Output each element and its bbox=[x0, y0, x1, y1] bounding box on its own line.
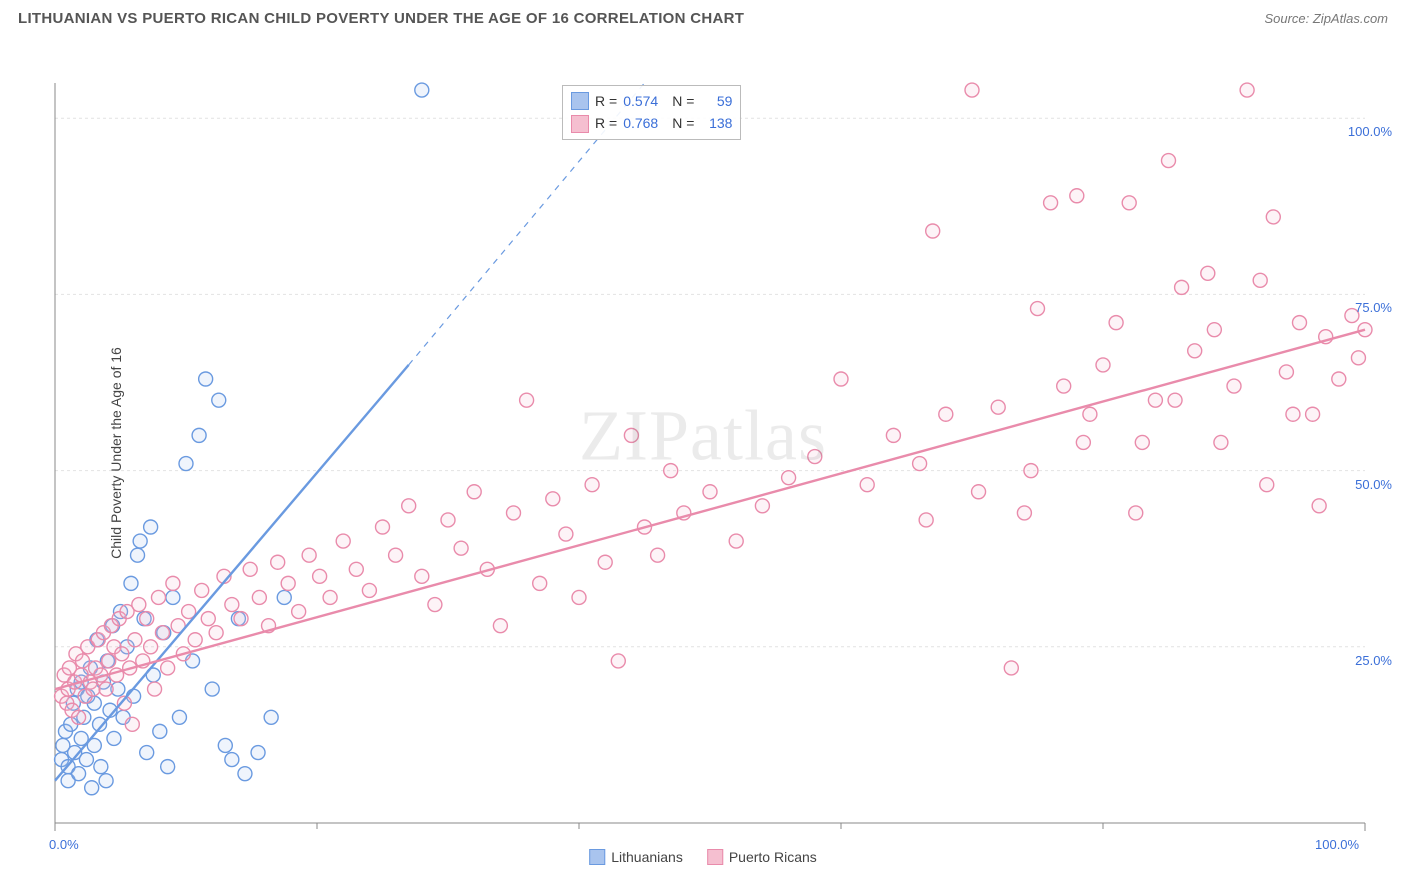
stat-value-n: 138 bbox=[700, 112, 732, 134]
x-tick-label: 100.0% bbox=[1315, 837, 1359, 852]
legend-swatch bbox=[707, 849, 723, 865]
y-tick-label: 50.0% bbox=[1355, 477, 1392, 492]
stat-label-r: R = bbox=[595, 112, 617, 134]
stat-label-r: R = bbox=[595, 90, 617, 112]
scatter-plot-svg bbox=[0, 33, 1406, 873]
chart-area: Child Poverty Under the Age of 16 ZIPatl… bbox=[0, 33, 1406, 873]
y-axis-label: Child Poverty Under the Age of 16 bbox=[108, 347, 124, 559]
legend-label: Puerto Ricans bbox=[729, 849, 817, 865]
y-tick-label: 25.0% bbox=[1355, 653, 1392, 668]
series-swatch bbox=[571, 92, 589, 110]
y-tick-label: 100.0% bbox=[1348, 124, 1392, 139]
series-swatch bbox=[571, 115, 589, 133]
stats-row: R = 0.574 N = 59 bbox=[571, 90, 732, 112]
stat-value-r: 0.768 bbox=[623, 112, 658, 134]
correlation-stats-box: R = 0.574 N = 59 R = 0.768 N = 138 bbox=[562, 85, 741, 140]
chart-source: Source: ZipAtlas.com bbox=[1264, 11, 1388, 26]
chart-header: LITHUANIAN VS PUERTO RICAN CHILD POVERTY… bbox=[0, 0, 1406, 33]
stats-row: R = 0.768 N = 138 bbox=[571, 112, 732, 134]
legend-item: Lithuanians bbox=[589, 849, 683, 865]
legend-swatch bbox=[589, 849, 605, 865]
stat-value-r: 0.574 bbox=[623, 90, 658, 112]
stat-label-n: N = bbox=[672, 112, 694, 134]
legend-label: Lithuanians bbox=[611, 849, 683, 865]
stat-label-n: N = bbox=[672, 90, 694, 112]
y-tick-label: 75.0% bbox=[1355, 300, 1392, 315]
x-tick-label: 0.0% bbox=[49, 837, 79, 852]
legend-item: Puerto Ricans bbox=[707, 849, 817, 865]
chart-title: LITHUANIAN VS PUERTO RICAN CHILD POVERTY… bbox=[18, 10, 744, 27]
stat-value-n: 59 bbox=[700, 90, 732, 112]
legend-bottom: Lithuanians Puerto Ricans bbox=[589, 849, 817, 865]
